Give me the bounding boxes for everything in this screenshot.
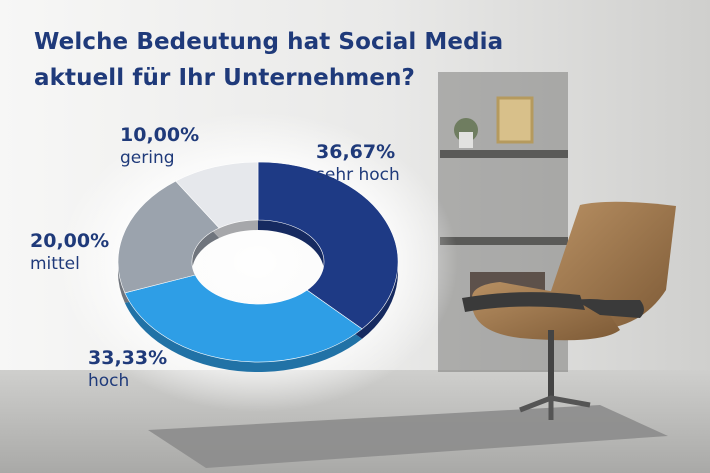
label-gering: 10,00% gering <box>120 123 199 169</box>
category-label-mittel: mittel <box>30 254 80 274</box>
label-sehr-hoch: 36,67% sehr hoch <box>316 140 400 186</box>
rug <box>148 405 668 468</box>
value-label-sehr-hoch: 36,67% <box>316 141 396 163</box>
picture-frame <box>496 96 534 144</box>
label-hoch: 33,33% hoch <box>88 346 167 392</box>
shelf-board <box>440 150 568 158</box>
page-title: Welche Bedeutung hat Social Media aktuel… <box>34 24 503 96</box>
label-mittel: 20,00% mittel <box>30 229 109 275</box>
armchair <box>462 201 676 420</box>
category-label-hoch: hoch <box>88 371 130 391</box>
value-label-mittel: 20,00% <box>30 230 110 252</box>
slice-hoch <box>124 274 363 363</box>
title-line-2: aktuell für Ihr Unternehmen? <box>34 65 415 91</box>
value-label-gering: 10,00% <box>120 124 200 146</box>
title-line-1: Welche Bedeutung hat Social Media <box>34 29 504 55</box>
slice-mittel <box>117 180 220 294</box>
slice-gering <box>175 161 259 229</box>
slice-sehr-hoch <box>257 161 399 330</box>
shelf-board <box>440 237 568 245</box>
category-label-gering: gering <box>120 148 175 168</box>
category-label-sehr-hoch: sehr hoch <box>316 165 400 185</box>
value-label-hoch: 33,33% <box>88 347 168 369</box>
plant-pot <box>459 132 473 148</box>
